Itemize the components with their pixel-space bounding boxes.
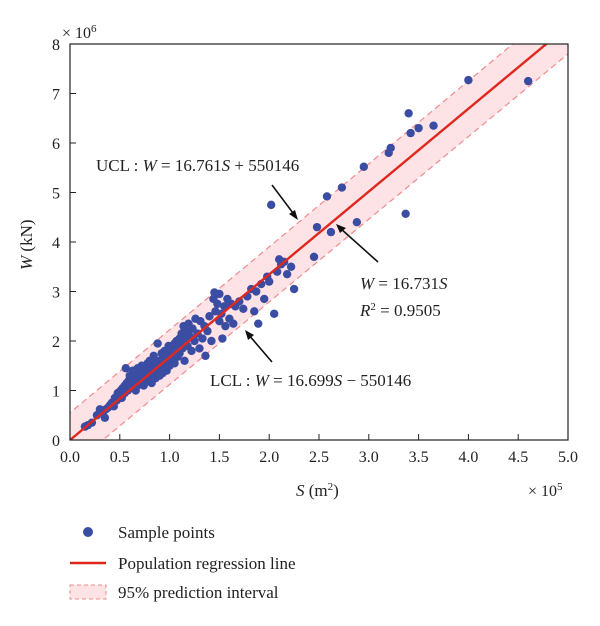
x-multiplier: × 105 [528,481,563,500]
y-axis-label: W (kN) [17,219,36,270]
sample-point [266,200,276,210]
sample-point [229,319,238,328]
sample-point [180,356,189,365]
sample-point [121,364,130,373]
sample-point [239,304,248,314]
sample-point [269,309,279,318]
sample-point [149,351,158,361]
sample-point [153,339,162,348]
x-tick-label: 3.0 [359,449,379,466]
legend-prediction-interval-label: 95% prediction interval [118,583,279,602]
x-tick-label: 4.5 [508,449,528,466]
x-tick-label: 0.0 [60,449,80,466]
r-squared-label: R2 = 0.9505 [359,301,441,320]
x-tick-label: 2.0 [259,449,279,466]
sample-point [198,334,207,343]
sample-point [414,123,423,133]
legend: Sample points Population regression line… [69,523,296,602]
ucl-equation-label: UCL : W = 16.761S + 550146 [96,156,299,175]
x-axis-ticks: 0.0 0.5 1.0 1.5 2.0 2.5 3.0 3.5 4.0 4.5 5.0 [60,434,578,466]
sample-point [254,319,263,328]
x-axis-label: S (m2) [296,481,339,500]
y-tick-label: 3 [52,285,60,302]
sample-point [359,162,369,171]
sample-point [201,351,210,361]
x-tick-label: 1.5 [209,449,229,466]
sample-point [260,294,269,304]
x-tick-label: 0.5 [110,449,130,466]
sample-point [170,359,179,368]
y-axis-ticks: 0 1 2 3 4 5 6 7 8 [52,37,76,450]
x-tick-label: 3.5 [409,449,429,466]
sample-point [352,218,362,227]
prediction-interval-band [70,44,568,440]
sample-point [207,336,216,346]
regression-line [70,44,549,440]
sample-point [326,227,336,237]
legend-regression-line-label: Population regression line [118,554,296,573]
sample-point [187,346,196,356]
y-tick-label: 7 [52,87,60,104]
sample-point [429,121,438,130]
sample-point [523,76,533,86]
legend-prediction-interval-marker [69,584,107,600]
sample-point [252,287,261,296]
legend-sample-points-marker [83,527,93,537]
sample-point [309,252,319,262]
sample-point [337,183,347,192]
sample-point [404,109,413,118]
regression-equation-label: W = 16.731S [360,274,448,293]
y-tick-label: 0 [52,433,60,450]
sample-point [286,262,296,271]
sample-point [205,312,214,321]
lcl-equation-label: LCL : W = 16.699S − 550146 [210,371,411,390]
x-tick-label: 4.0 [458,449,478,466]
regression-arrow [339,227,379,263]
sample-point [312,222,322,232]
y-tick-label: 1 [52,384,60,401]
sample-point [218,334,227,343]
sample-point [215,317,224,326]
y-tick-label: 2 [52,334,60,351]
x-tick-label: 5.0 [558,449,578,466]
sample-point [213,299,222,309]
sample-point [322,192,332,201]
sample-point [235,297,244,306]
sample-point [464,75,473,85]
sample-point [265,277,274,286]
y-tick-label: 4 [52,235,60,252]
sample-point [221,321,230,331]
legend-sample-points-label: Sample points [118,523,215,542]
y-tick-label: 6 [52,136,60,153]
lcl-arrowhead [245,330,254,340]
y-tick-label: 8 [52,37,60,54]
sample-point [282,269,292,279]
sample-point [195,344,204,353]
regression-arrowhead [336,224,346,233]
sample-point [289,284,299,294]
ucl-arrow [271,184,297,218]
sample-point [100,413,110,422]
lcl-arrow [247,333,273,363]
sample-point [401,209,410,218]
y-multiplier: × 106 [62,23,97,42]
ucl-arrowhead [289,210,298,220]
sample-point [406,128,415,138]
sample-point [250,307,259,316]
sample-point [215,289,224,299]
x-tick-label: 1.0 [160,449,180,466]
x-tick-label: 2.5 [309,449,329,466]
sample-point [386,143,395,153]
y-tick-label: 5 [52,186,60,203]
